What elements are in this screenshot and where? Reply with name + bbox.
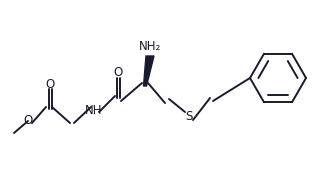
Text: S: S — [185, 109, 193, 122]
Text: NH₂: NH₂ — [139, 40, 161, 52]
Text: O: O — [113, 67, 123, 80]
Text: O: O — [45, 77, 55, 90]
Polygon shape — [143, 56, 154, 86]
Text: NH: NH — [85, 103, 103, 116]
Text: O: O — [23, 115, 33, 128]
